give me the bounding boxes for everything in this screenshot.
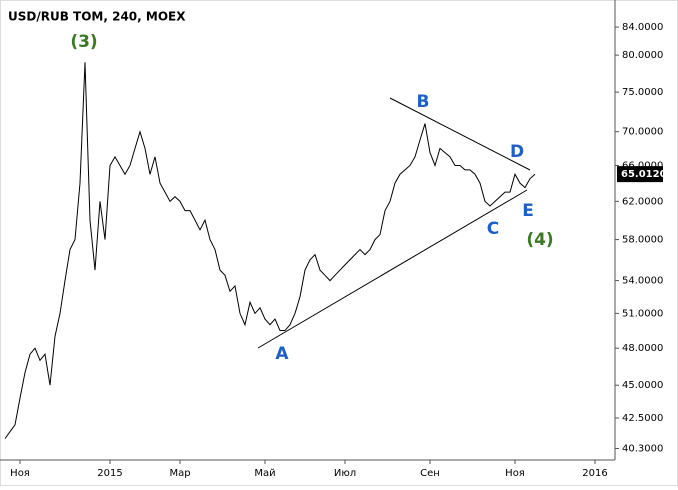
y-tick-label: 54.0000 bbox=[622, 276, 663, 287]
wave-label: C bbox=[487, 219, 499, 239]
trend-line bbox=[389, 97, 531, 171]
wave-label: D bbox=[510, 142, 524, 162]
trend-line bbox=[257, 189, 528, 349]
x-tick-label: Май bbox=[254, 468, 275, 479]
last-price-label: 65.0120 bbox=[621, 169, 667, 180]
wave-label: A bbox=[275, 344, 289, 364]
price-line bbox=[4, 62, 536, 439]
y-tick-label: 75.0000 bbox=[622, 87, 663, 98]
wave-label: B bbox=[417, 92, 430, 112]
y-tick-label: 51.0000 bbox=[622, 308, 663, 319]
y-tick-label: 40.3000 bbox=[622, 443, 663, 454]
x-tick-label: 2015 bbox=[97, 468, 122, 479]
x-tick-label: Мар bbox=[169, 468, 190, 479]
x-tick-label: Сен bbox=[420, 468, 440, 479]
wave-label: (3) bbox=[70, 32, 97, 52]
x-tick-label: 2016 bbox=[582, 468, 607, 479]
wave-label: E bbox=[522, 201, 534, 221]
y-tick-label: 80.0000 bbox=[622, 50, 663, 61]
y-tick-label: 66.0000 bbox=[622, 160, 663, 171]
last-price-box bbox=[617, 166, 663, 183]
y-tick-label: 70.0000 bbox=[622, 127, 663, 138]
y-tick-label: 48.0000 bbox=[622, 343, 663, 354]
y-tick-label: 45.0000 bbox=[622, 380, 663, 391]
x-tick-label: Ноя bbox=[10, 468, 30, 479]
wave-label: (4) bbox=[526, 230, 553, 250]
y-tick-label: 62.0000 bbox=[622, 196, 663, 207]
x-tick-label: Июл bbox=[334, 468, 356, 479]
x-tick-label: Ноя bbox=[505, 468, 525, 479]
y-tick-label: 42.5000 bbox=[622, 413, 663, 424]
chart-title: USD/RUB TOM, 240, MOEX bbox=[8, 10, 186, 24]
y-tick-label: 58.0000 bbox=[622, 235, 663, 246]
y-tick-label: 84.0000 bbox=[622, 22, 663, 33]
